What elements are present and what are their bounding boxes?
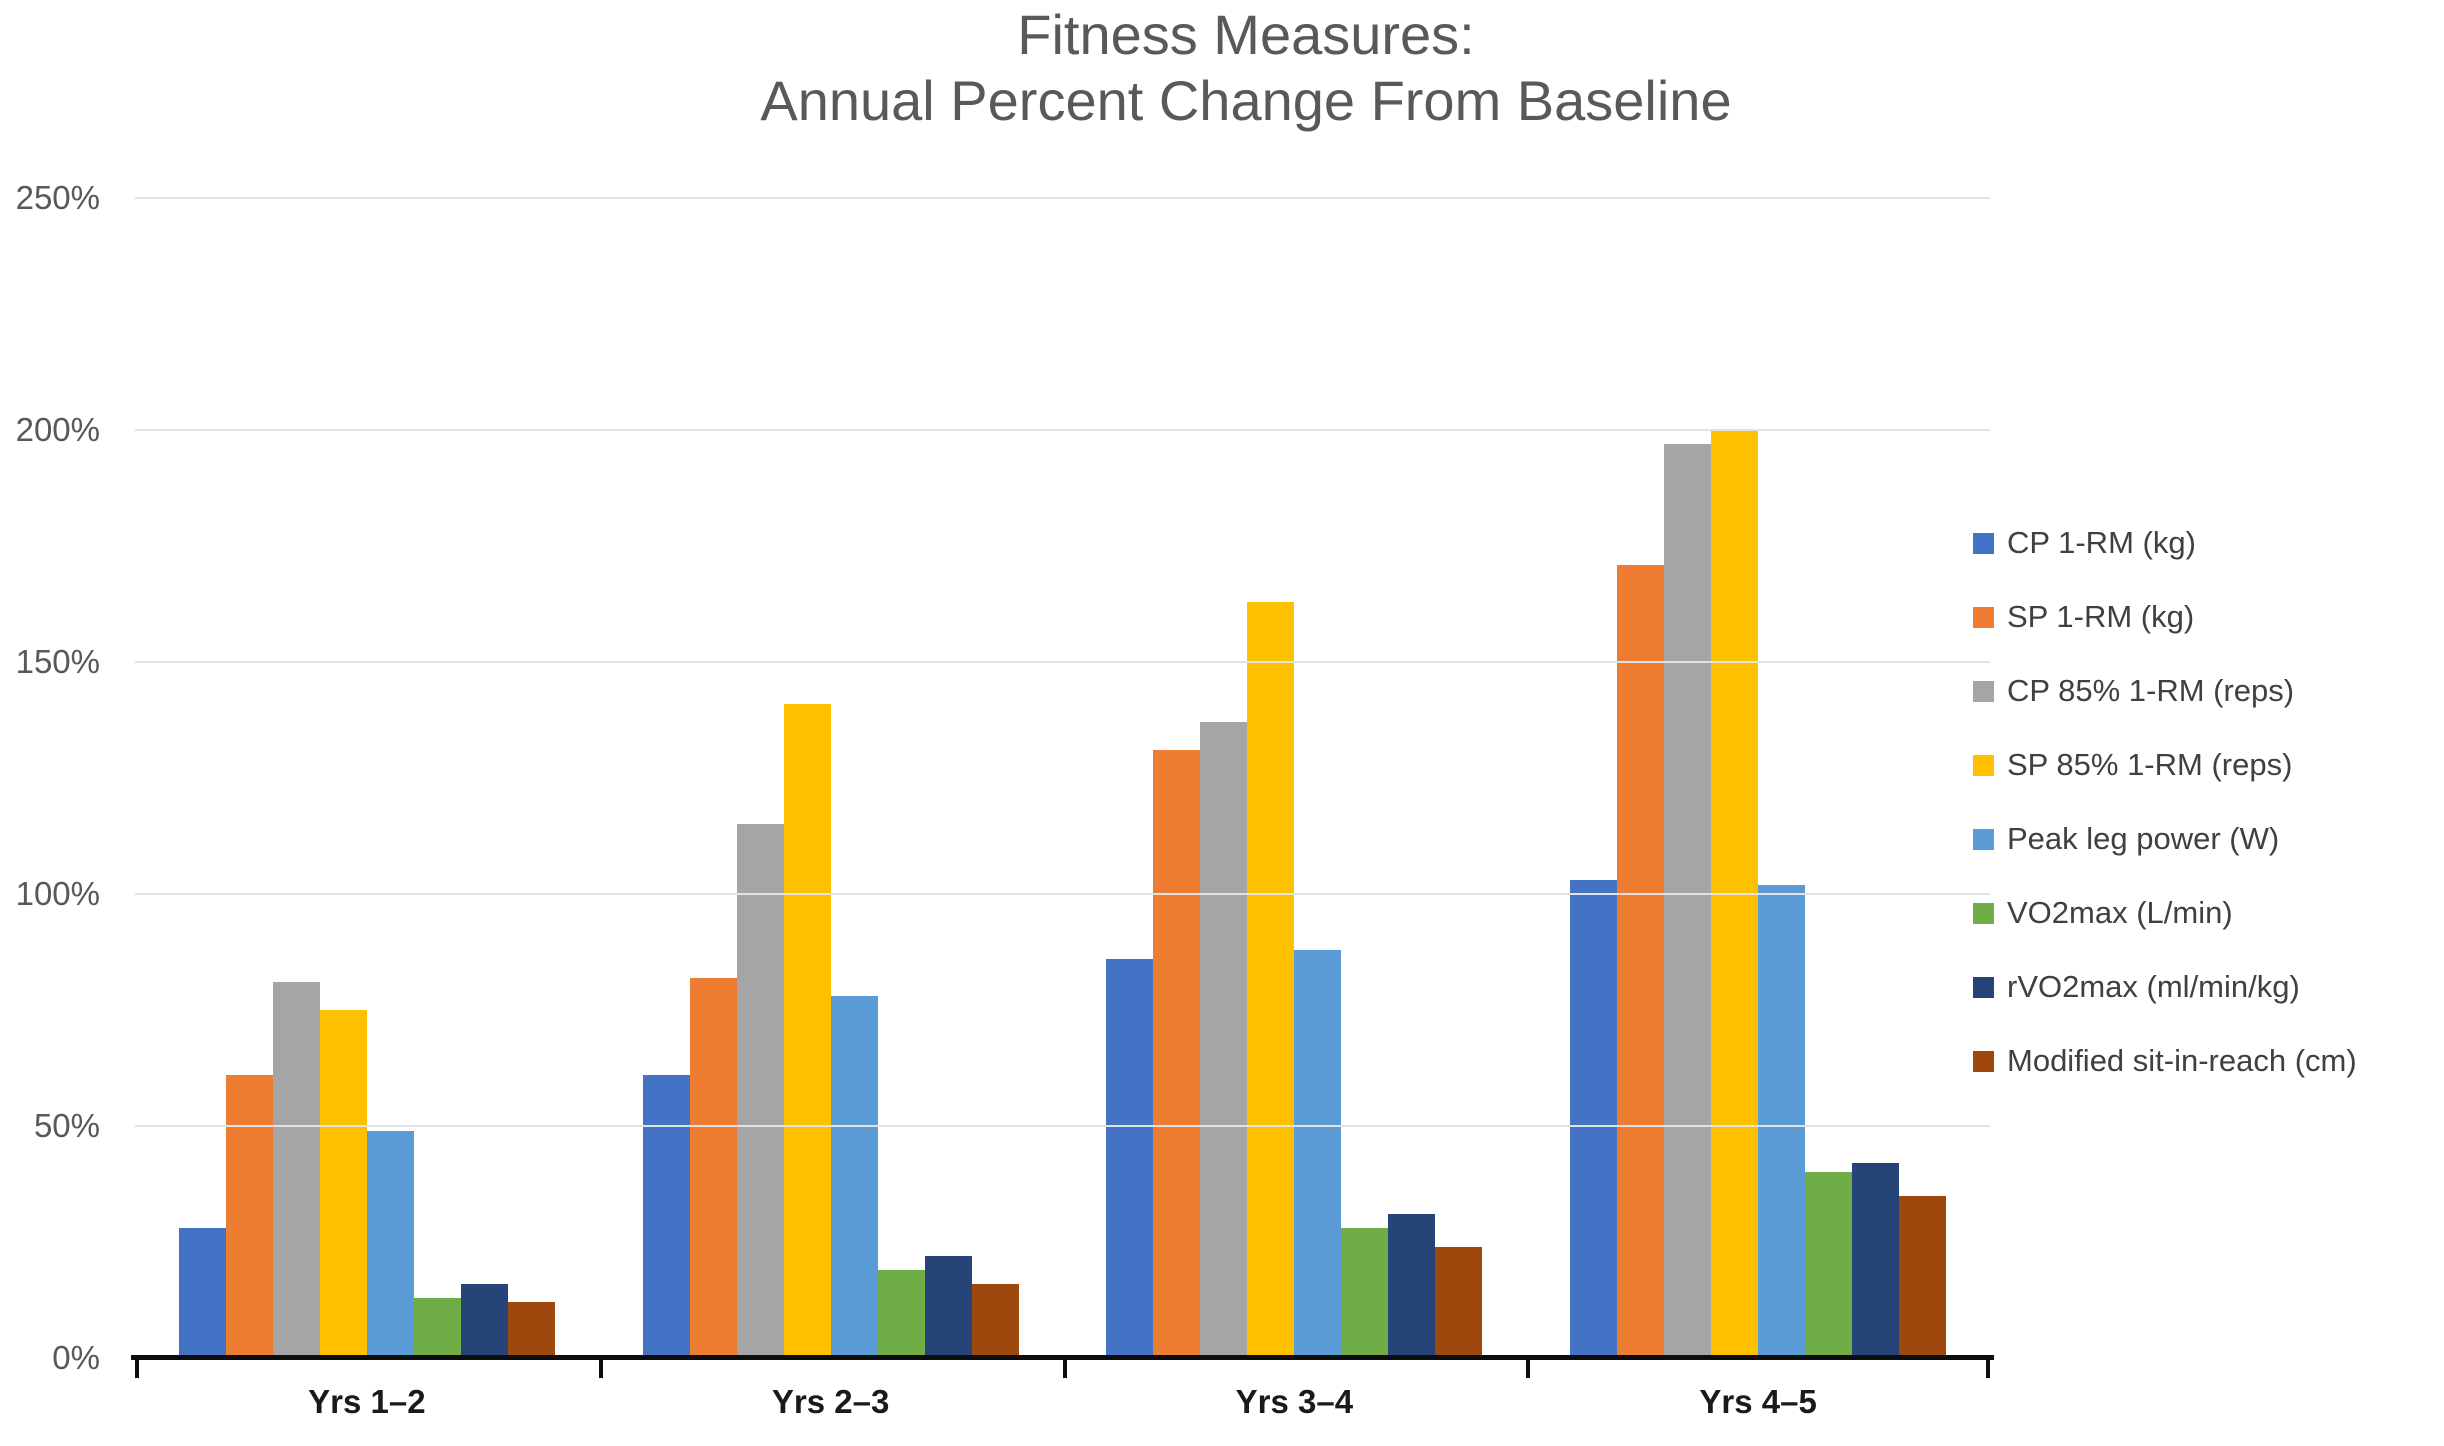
gridline-250	[135, 197, 1990, 199]
legend-label-cp-85-1-rm-reps: CP 85% 1-RM (reps)	[2007, 673, 2295, 708]
bar-modified-sit-in-reach-cm-yrs-3-4	[1435, 1246, 1483, 1358]
bar-sp-85-1-rm-reps-yrs-1-2	[319, 1010, 367, 1358]
legend-item-sp-1-rm-kg: SP 1-RM (kg)	[1973, 580, 2357, 654]
bar-cp-1-rm-kg-yrs-3-4	[1106, 958, 1154, 1358]
bar-peak-leg-power-w-yrs-4-5	[1758, 884, 1806, 1358]
legend-label-sp-85-1-rm-reps: SP 85% 1-RM (reps)	[2007, 747, 2293, 782]
bar-vo2max-l-min-yrs-4-5	[1805, 1172, 1853, 1358]
legend-item-vo2max-l-min: VO2max (L/min)	[1973, 876, 2357, 950]
bar-cp-85-1-rm-reps-yrs-2-3	[736, 824, 784, 1358]
bar-modified-sit-in-reach-cm-yrs-1-2	[507, 1302, 555, 1358]
y-tick-label-100: 100%	[15, 875, 100, 912]
legend-swatch-sp-1-rm-kg	[1973, 606, 1994, 628]
bar-sp-85-1-rm-reps-yrs-3-4	[1247, 601, 1295, 1358]
bar-cp-1-rm-kg-yrs-1-2	[178, 1228, 226, 1358]
bar-groups	[135, 198, 1990, 1358]
bar-cp-85-1-rm-reps-yrs-1-2	[272, 982, 320, 1358]
legend-swatch-cp-85-1-rm-reps	[1973, 680, 1994, 702]
legend-item-cp-85-1-rm-reps: CP 85% 1-RM (reps)	[1973, 654, 2357, 728]
bar-rvo2max-ml-min-kg-yrs-1-2	[460, 1283, 508, 1358]
legend-swatch-vo2max-l-min	[1973, 902, 1994, 924]
legend-item-cp-1-rm-kg: CP 1-RM (kg)	[1973, 506, 2357, 580]
gridline-50	[135, 1125, 1990, 1127]
bar-group-yrs-3-4	[1063, 198, 1527, 1358]
bar-group-yrs-1-2	[135, 198, 599, 1358]
x-axis-tick-2	[1062, 1358, 1067, 1378]
legend-item-sp-85-1-rm-reps: SP 85% 1-RM (reps)	[1973, 728, 2357, 802]
chart-title: Fitness Measures: Annual Percent Change …	[546, 2, 1946, 134]
y-tick-label-250: 250%	[15, 179, 100, 216]
bar-group-yrs-4-5	[1526, 198, 1990, 1358]
bar-vo2max-l-min-yrs-2-3	[877, 1269, 925, 1358]
legend-label-modified-sit-in-reach-cm: Modified sit-in-reach (cm)	[2007, 1043, 2357, 1078]
bar-vo2max-l-min-yrs-3-4	[1341, 1228, 1389, 1358]
legend-label-rvo2max-ml-min-kg: rVO2max (ml/min/kg)	[2007, 969, 2300, 1004]
bar-peak-leg-power-w-yrs-3-4	[1294, 949, 1342, 1358]
chart-title-line1: Fitness Measures:	[1017, 3, 1475, 66]
chart-title-line2: Annual Percent Change From Baseline	[760, 69, 1732, 132]
legend-swatch-rvo2max-ml-min-kg	[1973, 976, 1994, 998]
x-tick-label-yrs-4-5: Yrs 4–5	[1699, 1383, 1817, 1420]
x-axis-line	[131, 1355, 1994, 1360]
bar-cp-1-rm-kg-yrs-2-3	[642, 1074, 690, 1358]
legend-item-modified-sit-in-reach-cm: Modified sit-in-reach (cm)	[1973, 1024, 2357, 1098]
x-tick-label-yrs-3-4: Yrs 3–4	[1235, 1383, 1354, 1420]
legend-item-rvo2max-ml-min-kg: rVO2max (ml/min/kg)	[1973, 950, 2357, 1024]
y-tick-label-150: 150%	[15, 643, 100, 680]
legend-swatch-cp-1-rm-kg	[1973, 532, 1994, 554]
bar-cp-85-1-rm-reps-yrs-3-4	[1200, 722, 1248, 1358]
bar-group-yrs-2-3	[599, 198, 1063, 1358]
x-axis-labels: Yrs 1–2 Yrs 2–3 Yrs 3–4 Yrs 4–5	[135, 1382, 1990, 1422]
bar-modified-sit-in-reach-cm-yrs-2-3	[971, 1283, 1019, 1358]
gridline-200	[135, 429, 1990, 431]
bar-cp-85-1-rm-reps-yrs-4-5	[1664, 443, 1712, 1358]
y-tick-label-50: 50%	[33, 1107, 100, 1144]
legend-label-peak-leg-power-w: Peak leg power (W)	[2007, 821, 2280, 856]
bar-sp-1-rm-kg-yrs-1-2	[225, 1074, 273, 1358]
x-axis-tick-3	[1526, 1358, 1531, 1378]
gridline-150	[135, 661, 1990, 663]
legend-swatch-peak-leg-power-w	[1973, 828, 1994, 850]
y-tick-label-0: 0%	[52, 1339, 100, 1376]
x-axis-tick-4	[1986, 1358, 1990, 1378]
x-tick-label-yrs-2-3: Yrs 2–3	[771, 1383, 890, 1420]
x-axis-tick-1	[598, 1358, 603, 1378]
bar-modified-sit-in-reach-cm-yrs-4-5	[1899, 1195, 1947, 1358]
bar-rvo2max-ml-min-kg-yrs-2-3	[924, 1255, 972, 1358]
bar-sp-1-rm-kg-yrs-2-3	[689, 977, 737, 1358]
gridline-100	[135, 893, 1990, 895]
bar-sp-85-1-rm-reps-yrs-2-3	[783, 703, 831, 1358]
plot-area	[131, 197, 1994, 1378]
bar-sp-1-rm-kg-yrs-4-5	[1617, 564, 1665, 1358]
legend-label-vo2max-l-min: VO2max (L/min)	[2007, 895, 2233, 930]
bar-cp-1-rm-kg-yrs-4-5	[1570, 880, 1618, 1358]
x-tick-label-yrs-1-2: Yrs 1–2	[308, 1383, 426, 1420]
y-tick-label-200: 200%	[15, 411, 100, 448]
x-axis-tick-0	[135, 1358, 139, 1378]
legend-swatch-sp-85-1-rm-reps	[1973, 754, 1994, 776]
legend-label-cp-1-rm-kg: CP 1-RM (kg)	[2007, 525, 2196, 560]
bar-peak-leg-power-w-yrs-1-2	[366, 1130, 414, 1358]
legend-label-sp-1-rm-kg: SP 1-RM (kg)	[2007, 599, 2195, 634]
bar-vo2max-l-min-yrs-1-2	[413, 1297, 461, 1358]
bar-rvo2max-ml-min-kg-yrs-3-4	[1388, 1214, 1436, 1358]
bar-peak-leg-power-w-yrs-2-3	[830, 996, 878, 1358]
bar-sp-1-rm-kg-yrs-3-4	[1153, 750, 1201, 1358]
legend: CP 1-RM (kg) SP 1-RM (kg) CP 85% 1-RM (rep…	[1973, 506, 2357, 1098]
bar-rvo2max-ml-min-kg-yrs-4-5	[1852, 1163, 1900, 1358]
legend-item-peak-leg-power-w: Peak leg power (W)	[1973, 802, 2357, 876]
legend-swatch-modified-sit-in-reach-cm	[1973, 1050, 1994, 1072]
